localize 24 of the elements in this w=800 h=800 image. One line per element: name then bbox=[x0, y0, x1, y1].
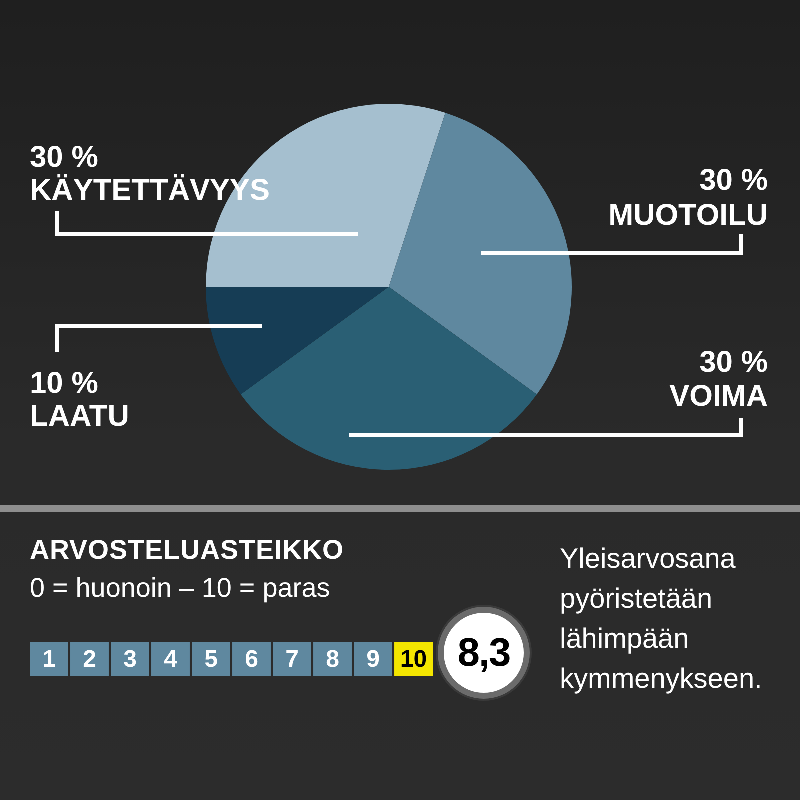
data-label: 10 bbox=[400, 646, 428, 673]
chart-title: ARVOSTELUASTEIKKO bbox=[30, 535, 344, 566]
data-label: 2 bbox=[83, 646, 96, 673]
chart-subtitle: 0 = huonoin – 10 = paras bbox=[30, 573, 330, 604]
data-label: 8 bbox=[326, 646, 340, 673]
pie-slice bbox=[206, 287, 389, 395]
data-label: 5 bbox=[204, 646, 218, 673]
slice-label: LAATU bbox=[30, 400, 130, 433]
data-label: 7 bbox=[286, 646, 299, 673]
text: Yleisarvosana pyöristetään lähimpään kymmenykseen. bbox=[560, 542, 764, 696]
badge-circle: 8,3 bbox=[438, 607, 530, 699]
data-label: 30 % bbox=[700, 164, 768, 197]
data-label: 6 bbox=[245, 646, 258, 673]
data-label: 30 % bbox=[700, 346, 768, 379]
data-label: 3 bbox=[124, 646, 137, 673]
data-label: 1 bbox=[42, 646, 56, 673]
pie-slice bbox=[240, 287, 538, 470]
data-label: 9 bbox=[366, 646, 380, 673]
data-label: 4 bbox=[164, 646, 178, 673]
slice-label: MUOTOILU bbox=[608, 199, 768, 232]
data-label: 10 % bbox=[30, 367, 98, 400]
pie-slice bbox=[389, 112, 572, 395]
data-label: 30 % bbox=[30, 141, 98, 174]
slice-label: VOIMA bbox=[670, 380, 768, 413]
